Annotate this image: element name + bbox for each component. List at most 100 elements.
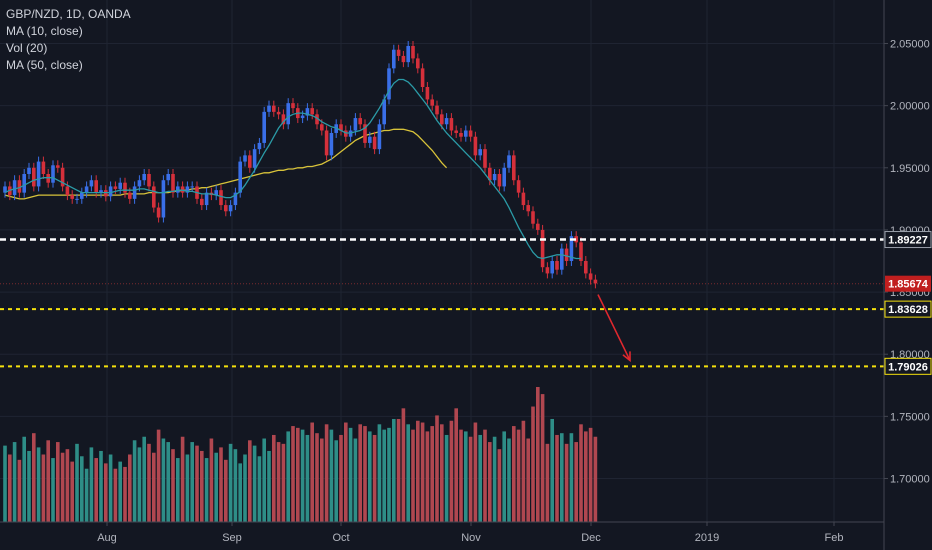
volume-bar	[17, 459, 22, 522]
candle-body	[545, 267, 550, 274]
volume-bar	[464, 431, 468, 522]
candle-body	[46, 174, 50, 183]
volume-bar	[195, 445, 199, 522]
candle-body	[3, 186, 7, 193]
candle-body	[401, 55, 406, 63]
candle-body	[56, 165, 60, 168]
candle-body	[531, 211, 535, 224]
volume-bar	[526, 438, 530, 522]
volume-bar	[89, 447, 94, 522]
time-tick-label: Nov	[461, 532, 481, 544]
candle-body	[147, 174, 151, 187]
candle-body	[118, 182, 122, 189]
candle-body	[372, 136, 377, 150]
candle-body	[214, 190, 218, 196]
arrow-shaft	[597, 294, 631, 361]
candle-body	[190, 186, 194, 188]
candle-body	[569, 236, 574, 261]
volume-bar	[108, 454, 113, 522]
ma50-legend[interactable]: MA (50, close)	[6, 58, 83, 72]
volume-bar	[315, 433, 319, 522]
volume-bar	[41, 454, 46, 522]
volume-bar	[454, 408, 458, 522]
candle-body	[32, 167, 36, 187]
volume-bar	[478, 434, 482, 522]
volume-legend[interactable]: Vol (20)	[6, 41, 48, 55]
candle-body	[555, 261, 559, 270]
candle-body	[152, 186, 156, 208]
volume-bar	[219, 447, 223, 522]
volume-bar	[84, 468, 89, 522]
volume-bar	[392, 418, 396, 522]
volume-bar	[228, 443, 233, 522]
candle-body	[200, 198, 204, 206]
volume-bar	[416, 420, 420, 522]
candle-body	[444, 118, 449, 125]
volume-bar	[449, 420, 454, 522]
projection-arrow[interactable]	[597, 294, 631, 363]
candle-body	[51, 165, 55, 183]
candle-body	[113, 186, 118, 189]
candle-body	[180, 186, 185, 193]
volume-bar	[507, 438, 511, 522]
candle-body	[243, 155, 247, 162]
candlesticks[interactable]	[3, 41, 598, 289]
candle-body	[358, 118, 362, 125]
horizontal-levels[interactable]	[0, 238, 884, 368]
candle-body	[142, 174, 146, 181]
volume-bar	[94, 458, 98, 522]
candle-body	[464, 130, 468, 137]
volume-bar	[521, 420, 526, 522]
volume-bar	[152, 452, 156, 522]
volume-bar	[272, 434, 276, 522]
volume-bar	[368, 431, 372, 522]
volume-bar	[411, 429, 415, 522]
ma10-legend[interactable]: MA (10, close)	[6, 24, 83, 38]
volume-bar	[166, 442, 170, 522]
candle-body	[516, 180, 521, 193]
candle-body	[560, 248, 564, 270]
volume-bar	[536, 387, 540, 522]
volume-bar	[252, 445, 257, 522]
volume-bar	[550, 418, 554, 522]
candle-body	[94, 180, 98, 193]
volume-bar	[339, 434, 343, 522]
volume-bar	[12, 442, 17, 522]
candle-body	[512, 155, 516, 181]
level-price-label-bg	[884, 300, 932, 318]
volume-bar	[372, 434, 377, 522]
ma10-line	[4, 78, 581, 260]
candle-body	[521, 192, 526, 206]
candle-body	[473, 136, 478, 156]
time-tick-label: Dec	[581, 532, 601, 544]
volume-bar	[267, 450, 271, 522]
candle-body	[449, 118, 454, 131]
volume-bar	[286, 431, 290, 522]
volume-bar	[382, 429, 386, 522]
volume-bar	[401, 408, 406, 522]
volume-bar	[291, 426, 295, 522]
candle-body	[276, 111, 281, 115]
volume-bar	[46, 440, 50, 522]
candle-body	[123, 182, 127, 193]
volume-bar	[276, 442, 281, 522]
level-price-label: 1.89227	[888, 235, 928, 247]
level-price-label: 1.79026	[888, 361, 928, 373]
candle-body	[492, 174, 497, 181]
symbol-title[interactable]: GBP/NZD, 1D, OANDA	[6, 7, 131, 21]
volume-bar	[118, 461, 122, 522]
ma50-line	[4, 128, 448, 200]
candle-body	[262, 111, 266, 143]
candle-body	[593, 279, 598, 284]
volume-bar	[516, 429, 521, 522]
time-tick-label: Oct	[332, 532, 349, 544]
volume-bar	[180, 436, 185, 522]
volume-bar	[233, 449, 238, 522]
volume-bar	[348, 427, 353, 522]
volume-bar	[435, 415, 439, 522]
candle-body	[468, 130, 473, 137]
candle-body	[502, 167, 506, 187]
volume-bar	[27, 450, 31, 522]
candle-body	[228, 205, 233, 212]
